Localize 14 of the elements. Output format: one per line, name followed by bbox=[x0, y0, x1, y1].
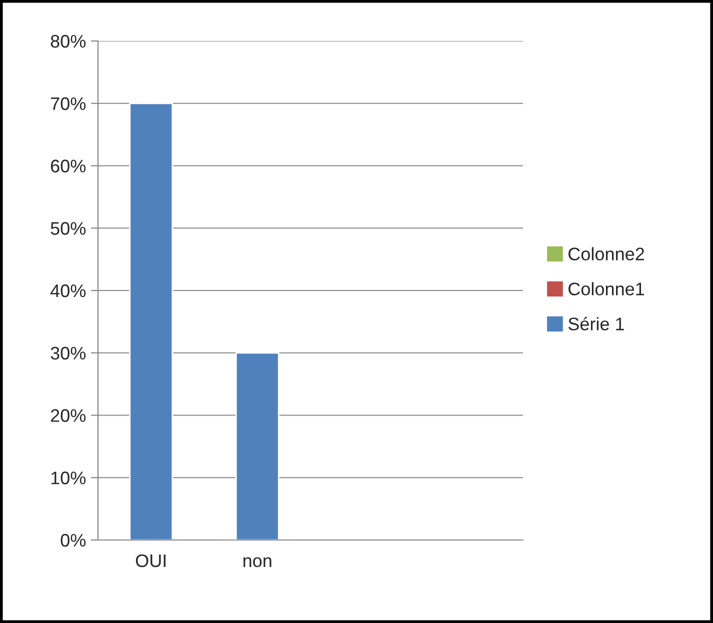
x-tick-label: non bbox=[244, 557, 272, 568]
x-tick-label: OUI bbox=[136, 554, 166, 568]
y-tick-label: 40% bbox=[50, 284, 86, 298]
legend-label: Colonne2 bbox=[568, 247, 644, 260]
y-tick-label: 50% bbox=[50, 222, 86, 235]
y-tick-label: 10% bbox=[51, 472, 86, 484]
y-tick-label: 0% bbox=[60, 534, 86, 547]
y-tick-label: 70% bbox=[50, 97, 86, 110]
legend-label: Série 1 bbox=[568, 316, 624, 330]
y-tick-label: 80% bbox=[50, 34, 86, 48]
y-tick-label: 60% bbox=[50, 160, 86, 172]
y-tick-label: 30% bbox=[50, 346, 86, 360]
legend-label: Colonne1 bbox=[568, 282, 644, 296]
y-tick-label: 20% bbox=[50, 409, 86, 422]
